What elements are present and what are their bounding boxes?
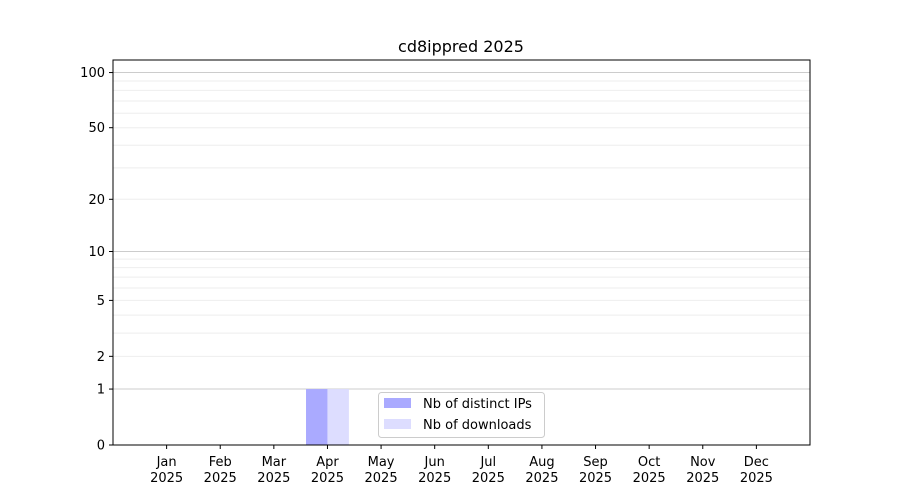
bars: [306, 389, 349, 445]
x-tick-label: Jan: [156, 455, 177, 470]
x-tick-label: 2025: [204, 471, 237, 486]
x-tick-label: 2025: [740, 471, 773, 486]
chart-title: cd8ippred 2025: [398, 37, 524, 56]
x-tick-label: 2025: [418, 471, 451, 486]
x-tick-label: Jul: [479, 455, 496, 470]
y-tick-label: 20: [88, 193, 105, 208]
x-tick-label: 2025: [311, 471, 344, 486]
y-axis: 0 1 2 5 10 20 50 100: [80, 66, 113, 454]
legend-label: Nb of distinct IPs: [423, 397, 532, 412]
x-tick-label: Aug: [529, 455, 554, 470]
legend-box: [378, 392, 545, 438]
x-tick-label: Sep: [583, 455, 608, 470]
x-tick-label: Oct: [638, 455, 660, 470]
x-tick-label: 2025: [579, 471, 612, 486]
x-tick-label: May: [368, 455, 395, 470]
y-tick-label: 0: [97, 439, 105, 454]
y-tick-label: 2: [97, 350, 105, 365]
y-tick-label: 5: [97, 294, 105, 309]
x-tick-label: 2025: [525, 471, 558, 486]
y-tick-label: 1: [97, 383, 105, 398]
bar-distinct-ips: [306, 389, 328, 445]
x-tick-label: 2025: [686, 471, 719, 486]
bar-downloads: [327, 389, 349, 445]
x-axis: Jan2025Feb2025Mar2025Apr2025May2025Jun20…: [150, 445, 773, 486]
legend-swatch: [384, 419, 411, 429]
x-tick-label: Feb: [209, 455, 232, 470]
x-tick-label: 2025: [633, 471, 666, 486]
legend-swatch: [384, 398, 411, 408]
x-tick-label: Nov: [690, 455, 716, 470]
x-tick-label: Jun: [424, 455, 445, 470]
y-tick-label: 10: [88, 245, 105, 260]
x-tick-label: 2025: [365, 471, 398, 486]
grid: [113, 72, 810, 390]
x-tick-label: 2025: [472, 471, 505, 486]
x-tick-label: 2025: [150, 471, 183, 486]
plot-frame: [112, 59, 811, 446]
y-tick-label: 100: [80, 66, 105, 81]
x-tick-label: Apr: [316, 455, 339, 470]
legend: Nb of distinct IPs Nb of downloads: [378, 392, 545, 438]
y-tick-label: 50: [88, 121, 105, 136]
x-tick-label: 2025: [257, 471, 290, 486]
x-tick-label: Dec: [744, 455, 769, 470]
legend-label: Nb of downloads: [423, 418, 532, 433]
x-tick-label: Mar: [262, 455, 287, 470]
